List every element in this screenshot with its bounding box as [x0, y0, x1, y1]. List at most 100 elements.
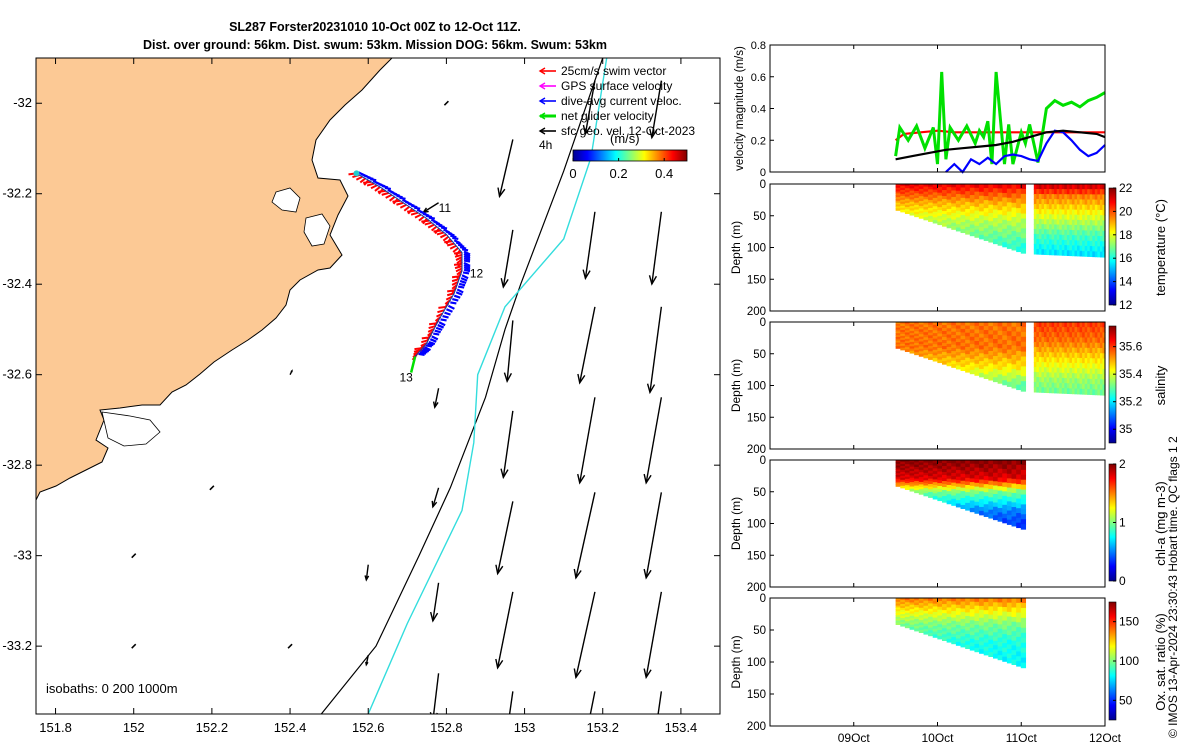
- heatmap-cell: [932, 344, 938, 348]
- heatmap-cell: [1020, 366, 1027, 372]
- dive-current-vector: [457, 243, 465, 248]
- heatmap-cell: [988, 229, 994, 235]
- heatmap-cell: [1046, 327, 1050, 333]
- heatmap-cell: [1094, 235, 1098, 242]
- heatmap-cell: [1016, 217, 1022, 224]
- swim-vector: [407, 209, 416, 213]
- heatmap-cell: [1092, 368, 1096, 375]
- heatmap-cell: [932, 620, 938, 624]
- heatmap-cell: [951, 209, 957, 214]
- heatmap-cell: [1066, 245, 1071, 251]
- heatmap-cell: [1011, 650, 1017, 656]
- heatmap-cell: [1069, 245, 1073, 251]
- heatmap-cell: [1036, 372, 1040, 378]
- heatmap-cell: [992, 209, 999, 215]
- heatmap-cell: [969, 460, 976, 465]
- heatmap-cell: [951, 633, 957, 638]
- geo-vector: [432, 673, 440, 714]
- heatmap-cell: [946, 224, 952, 229]
- heatmap-cell: [1016, 522, 1022, 529]
- heatmap-cell: [928, 353, 934, 358]
- heatmap-cell: [1016, 365, 1022, 371]
- heatmap-cell: [1064, 209, 1068, 216]
- swim-vector: [446, 292, 455, 297]
- coastline-land: [36, 58, 393, 501]
- heatmap-cell: [955, 621, 962, 626]
- heatmap-cell: [1079, 225, 1083, 231]
- heatmap-cell: [946, 497, 952, 502]
- heatmap-cell: [997, 370, 1003, 375]
- heatmap-cell: [1051, 332, 1055, 338]
- heatmap-cell: [928, 332, 934, 336]
- heatmap-cell: [955, 614, 962, 619]
- heatmap-cell: [900, 201, 906, 205]
- heatmap-cell: [914, 214, 920, 218]
- heatmap-cell: [941, 340, 948, 344]
- heatmap-cell: [909, 464, 915, 468]
- heatmap-cell: [965, 219, 971, 224]
- heatmap-cell: [900, 187, 906, 191]
- heatmap-cell: [914, 322, 920, 325]
- heatmap-cell: [1006, 630, 1013, 636]
- heatmap-cell: [1033, 248, 1037, 255]
- heatmap-cell: [974, 221, 980, 227]
- heatmap-cell: [923, 212, 929, 216]
- heatmap-cell: [1020, 356, 1027, 363]
- heatmap-cell: [918, 617, 925, 621]
- map-x-tick-label: 153.2: [586, 720, 619, 735]
- heatmap-cell: [1016, 617, 1022, 623]
- heatmap-cell: [909, 620, 915, 624]
- heatmap-cell: [946, 620, 952, 624]
- heatmap-cell: [1046, 352, 1050, 358]
- heatmap-cell: [951, 222, 957, 227]
- heatmap-cell: [1061, 209, 1065, 216]
- swim-vector: [370, 184, 378, 190]
- heatmap-cell: [1051, 249, 1055, 256]
- depth-tick-label: 100: [747, 519, 766, 531]
- heatmap-cell: [1056, 347, 1060, 353]
- heatmap-cell: [1011, 340, 1017, 347]
- heatmap-cell: [1046, 377, 1050, 384]
- heatmap-cell: [1002, 184, 1008, 190]
- heatmap-cell: [1099, 184, 1104, 190]
- heatmap-cell: [1043, 239, 1048, 245]
- heatmap-cell: [904, 330, 911, 334]
- heatmap-cell: [928, 616, 934, 621]
- heatmap-cell: [946, 478, 952, 483]
- heatmap-cell: [1002, 237, 1008, 243]
- heatmap-cell: [955, 224, 962, 229]
- heatmap-cell: [895, 618, 901, 622]
- heatmap-cell: [1056, 239, 1060, 246]
- heatmap-cell: [937, 336, 943, 340]
- heatmap-cell: [1054, 337, 1058, 343]
- heatmap-cell: [1033, 218, 1037, 225]
- heatmap-cell: [1056, 244, 1060, 251]
- heatmap-cell: [1069, 214, 1073, 221]
- heatmap-cell: [918, 343, 925, 347]
- heatmap-cell: [992, 213, 999, 219]
- map-y-tick-label: -32: [13, 95, 32, 110]
- heatmap-cell: [1054, 239, 1058, 246]
- heatmap-cell: [1016, 341, 1022, 347]
- heatmap-cell: [937, 488, 943, 493]
- heatmap-cell: [1097, 189, 1101, 195]
- heatmap-cell: [992, 515, 999, 521]
- heatmap-cell: [1002, 371, 1008, 377]
- heatmap-cell: [974, 202, 980, 208]
- heatmap-cell: [992, 373, 999, 378]
- heatmap-cell: [900, 471, 906, 475]
- heatmap-cell: [1087, 251, 1091, 257]
- heatmap-cell: [928, 460, 934, 464]
- heatmap-cell: [1016, 184, 1022, 190]
- heatmap-cell: [1102, 241, 1106, 248]
- heatmap-cell: [969, 344, 976, 349]
- heatmap-cell: [941, 496, 948, 500]
- heatmap-cell: [937, 465, 943, 470]
- heatmap-cell: [1089, 322, 1093, 328]
- heatmap-cell: [909, 482, 915, 485]
- heatmap-cell: [923, 352, 929, 356]
- heatmap-cell: [1002, 348, 1008, 354]
- depth-tick-label: 50: [753, 349, 766, 361]
- heatmap-cell: [1087, 327, 1091, 333]
- heatmap-cell: [979, 372, 985, 378]
